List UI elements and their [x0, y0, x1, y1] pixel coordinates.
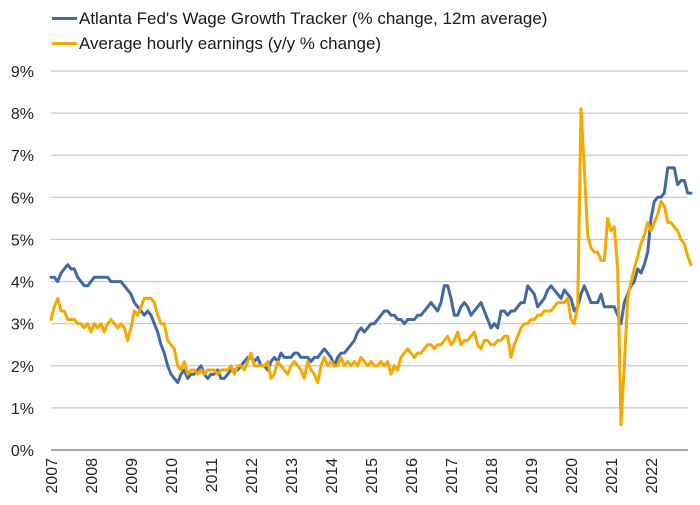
y-tick-label: 2%: [11, 359, 34, 376]
x-tick-label: 2012: [244, 458, 261, 494]
x-tick-label: 2022: [644, 458, 661, 494]
x-tick-label: 2019: [524, 458, 541, 494]
legend-label-atlanta-fed: Atlanta Fed's Wage Growth Tracker (% cha…: [79, 8, 548, 28]
gridlines: [51, 70, 688, 409]
y-tick-label: 0%: [11, 443, 34, 460]
y-axis-ticks: 0% 1% 2% 3% 4% 5% 6% 7% 8% 9%: [11, 64, 34, 460]
x-tick-label: 2021: [604, 458, 621, 494]
y-tick-label: 5%: [11, 232, 34, 249]
y-tick-label: 8%: [11, 106, 34, 123]
x-axis-ticks: 2007 2008 2009 2010 2011 2012 2013 2014 2015 2016…: [44, 458, 661, 494]
legend-swatch-atlanta-fed: [52, 17, 77, 20]
x-tick-label: 2007: [44, 458, 61, 494]
legend-label-average-hourly-earnings: Average hourly earnings (y/y % change): [79, 33, 382, 53]
x-tick-label: 2017: [444, 458, 461, 494]
x-tick-label: 2013: [284, 458, 301, 494]
series-lines: [49, 107, 693, 427]
y-tick-label: 3%: [11, 317, 34, 334]
x-tick-label: 2011: [204, 458, 221, 493]
x-tick-label: 2015: [364, 458, 381, 494]
x-tick-label: 2018: [484, 458, 501, 494]
x-tick-label: 2014: [324, 458, 341, 494]
x-tick-label: 2016: [404, 458, 421, 494]
y-tick-label: 7%: [11, 148, 34, 165]
y-tick-label: 6%: [11, 190, 34, 207]
x-tick-label: 2008: [84, 458, 101, 494]
x-tick-label: 2010: [164, 458, 181, 494]
legend-item-average-hourly-earnings: Average hourly earnings (y/y % change): [52, 31, 547, 56]
y-tick-label: 9%: [11, 64, 34, 81]
y-tick-label: 1%: [11, 401, 34, 418]
legend-swatch-average-hourly-earnings: [52, 42, 77, 45]
x-tick-label: 2020: [564, 458, 581, 494]
legend-item-atlanta-fed: Atlanta Fed's Wage Growth Tracker (% cha…: [52, 6, 547, 31]
x-tick-label: 2009: [124, 458, 141, 494]
series-line-atlanta-fed: [49, 166, 693, 385]
legend: Atlanta Fed's Wage Growth Tracker (% cha…: [52, 6, 547, 56]
y-tick-label: 4%: [11, 275, 34, 292]
series-line-average-hourly-earnings: [49, 107, 693, 427]
